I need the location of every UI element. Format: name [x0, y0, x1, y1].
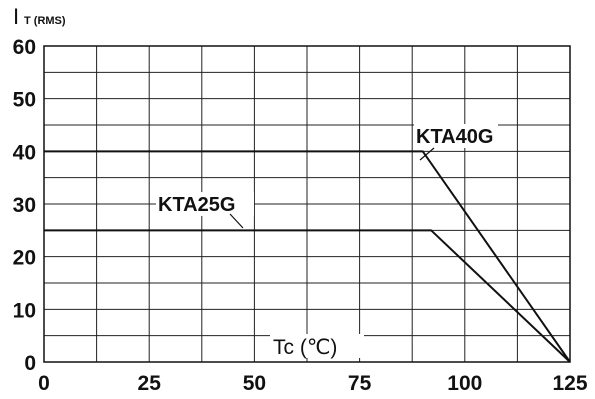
x-tick-label: 50	[243, 372, 266, 395]
series-line-kta25g	[44, 229, 571, 363]
y-tick-label: 60	[13, 36, 36, 59]
y-tick-labels: 0 10 20 30 40 50 60	[13, 36, 36, 375]
y-axis-label-main: I	[13, 4, 19, 29]
x-tick-label: 100	[447, 372, 482, 395]
x-tick-label: 75	[348, 372, 372, 395]
y-tick-label: 40	[13, 141, 36, 164]
x-tick-label: 125	[552, 372, 587, 395]
y-tick-label: 30	[13, 194, 36, 217]
series-line-kta40g	[44, 150, 571, 363]
series-leader-kta25g	[229, 213, 244, 229]
x-axis-label: Tc (℃)	[273, 336, 337, 359]
series-label-kta40g: KTA40G	[416, 126, 493, 148]
y-axis-label-sub: T (RMS)	[24, 15, 66, 27]
y-tick-label: 10	[13, 299, 36, 322]
y-tick-label: 50	[13, 89, 36, 112]
grid	[44, 46, 570, 362]
x-tick-labels: 0 25 50 75 100 125	[38, 372, 588, 395]
x-tick-label: 25	[138, 372, 162, 395]
y-tick-label: 20	[13, 247, 36, 270]
plot-frame	[43, 45, 571, 363]
x-tick-label: 0	[38, 372, 50, 395]
series-leader-kta40g	[419, 147, 435, 161]
series-layer	[44, 150, 571, 363]
series-label-kta25g: KTA25G	[158, 194, 235, 216]
y-axis-label: I T (RMS)	[13, 4, 66, 29]
y-tick-label: 0	[24, 352, 36, 375]
